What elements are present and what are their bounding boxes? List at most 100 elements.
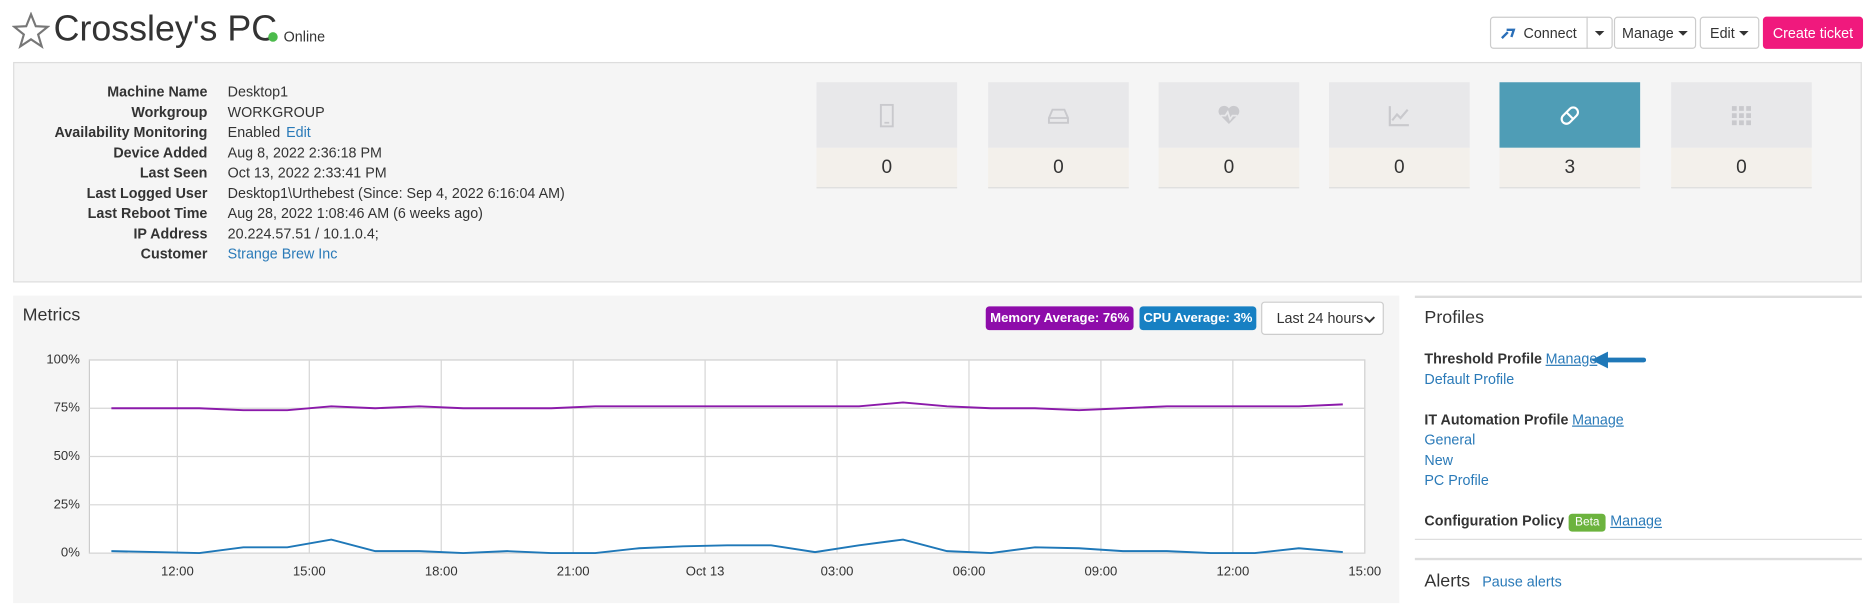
button-text: Connect — [1523, 24, 1577, 42]
beta-badge: Beta — [1569, 513, 1606, 532]
manage-link[interactable]: Manage — [1610, 512, 1662, 530]
tile-count: 0 — [816, 147, 958, 189]
button-text: Edit — [1710, 24, 1735, 42]
tile-count: 0 — [1158, 147, 1300, 189]
value-text: Oct 13, 2022 2:33:41 PM — [227, 164, 387, 182]
value-link[interactable]: Strange Brew Inc — [227, 245, 338, 263]
icon — [1388, 105, 1409, 126]
memory-badge: Memory Average: 76% — [985, 306, 1134, 331]
tile-count: 0 — [1671, 147, 1812, 189]
profile-item[interactable]: Default Profile — [1424, 370, 1515, 388]
tile-icon — [1671, 82, 1812, 148]
x-tick-label: 15:00 — [1348, 564, 1381, 579]
y-tick-label: 50% — [54, 448, 81, 463]
detail-value: Strange Brew Inc — [228, 246, 338, 263]
profile-item[interactable]: PC Profile — [1424, 472, 1489, 489]
tile[interactable]: 0 — [816, 82, 958, 189]
icon — [1560, 105, 1580, 125]
detail-value: Aug 8, 2022 2:36:18 PM — [228, 144, 382, 161]
create-ticket-button[interactable]: Create ticket — [1762, 16, 1864, 49]
profile-item[interactable]: New — [1424, 451, 1454, 469]
y-tick-label: 75% — [54, 400, 81, 415]
value-text: Desktop1 — [227, 83, 289, 101]
tile-count: 0 — [988, 147, 1129, 189]
detail-label: Last Seen — [139, 164, 208, 182]
range-select[interactable]: Last 24 hours — [1261, 301, 1384, 335]
detail-label: IP Address — [133, 225, 208, 242]
tile[interactable]: 3 — [1499, 82, 1641, 189]
section-title: Threshold Profile — [1424, 350, 1543, 368]
value-text: Desktop1\Urthebest (Since: Sep 4, 2022 6… — [227, 184, 565, 202]
y-tick-label: 0% — [61, 545, 80, 560]
tile[interactable]: 0 — [988, 82, 1129, 189]
y-tick-label: 100% — [46, 351, 80, 366]
tile-icon — [1329, 82, 1470, 148]
x-tick-label: 15:00 — [293, 564, 326, 579]
manage-link[interactable]: Manage — [1572, 411, 1624, 428]
divider — [1414, 295, 1862, 298]
value-text: Enabled — [227, 123, 281, 141]
section-title: Configuration Policy — [1424, 512, 1565, 530]
tile-count: 0 — [1329, 147, 1470, 189]
y-tick-label: 25% — [54, 496, 81, 511]
x-tick-label: Oct 13 — [686, 564, 725, 579]
series-line — [111, 401, 1343, 412]
series-line — [111, 538, 1343, 555]
profile-item[interactable]: General — [1424, 431, 1476, 449]
detail-label: Customer — [140, 245, 208, 263]
tile[interactable]: 0 — [1158, 82, 1300, 189]
tile-count: 3 — [1499, 147, 1641, 189]
detail-value: WORKGROUP — [228, 104, 325, 121]
detail-value: Desktop1\Urthebest (Since: Sep 4, 2022 6… — [228, 185, 565, 202]
divider — [1414, 557, 1862, 561]
profile-section: Threshold Profile Manage — [1424, 350, 1597, 367]
detail-value: Oct 13, 2022 2:33:41 PM — [228, 164, 387, 181]
detail-label: Last Logged User — [86, 184, 208, 202]
cpu-badge: CPU Average: 3% — [1139, 306, 1257, 331]
detail-value: 20.224.57.51 / 10.1.0.4; — [228, 225, 379, 242]
metrics-title: Metrics — [22, 305, 81, 326]
detail-label: Machine Name — [107, 83, 208, 101]
tile[interactable]: 0 — [1329, 82, 1470, 189]
detail-label: Device Added — [113, 144, 208, 161]
value-link[interactable]: Edit — [286, 123, 311, 141]
device-title: Crossley's PC — [53, 9, 278, 49]
manage-button[interactable]: Manage — [1613, 16, 1697, 49]
detail-label: Last Reboot Time — [87, 205, 208, 222]
divider — [1414, 538, 1862, 540]
status: Online — [268, 28, 326, 46]
detail-value: Desktop1 — [228, 83, 288, 100]
tile[interactable]: 0 — [1671, 82, 1812, 189]
detail-value: Enabled Edit — [228, 124, 311, 141]
value-text: 20.224.57.51 / 10.1.0.4; — [227, 225, 379, 242]
icon — [1731, 105, 1751, 125]
arrow — [1591, 351, 1647, 369]
pause-alerts[interactable]: Pause alerts — [1482, 573, 1562, 591]
connect-dropdown[interactable] — [1586, 16, 1613, 49]
favorite-star[interactable] — [11, 11, 51, 50]
detail-label: Availability Monitoring — [54, 123, 208, 141]
detail-label: Workgroup — [131, 103, 208, 121]
icon — [1047, 108, 1069, 124]
x-tick-label: 18:00 — [425, 564, 458, 579]
x-tick-label: 06:00 — [953, 564, 986, 579]
button-text: Manage — [1622, 24, 1674, 42]
x-tick-label: 03:00 — [821, 564, 854, 579]
value-text: WORKGROUP — [227, 103, 325, 121]
value-text: Aug 28, 2022 1:08:46 AM (6 weeks ago) — [227, 205, 483, 222]
tile-icon — [1158, 82, 1300, 148]
button-text: Create ticket — [1772, 24, 1854, 42]
manage-link[interactable]: Manage — [1545, 350, 1598, 368]
x-tick-label: 12:00 — [1216, 564, 1249, 579]
profile-section: Configuration Policy Beta Manage — [1424, 512, 1662, 532]
edit-button[interactable]: Edit — [1699, 16, 1760, 49]
alerts-header: Alerts Pause alerts — [1424, 571, 1561, 591]
status-text: Online — [283, 28, 326, 46]
icon — [879, 103, 894, 127]
icon — [1218, 105, 1240, 124]
connect-button[interactable]: Connect — [1489, 16, 1588, 49]
range-text: Last 24 hours — [1276, 309, 1364, 327]
